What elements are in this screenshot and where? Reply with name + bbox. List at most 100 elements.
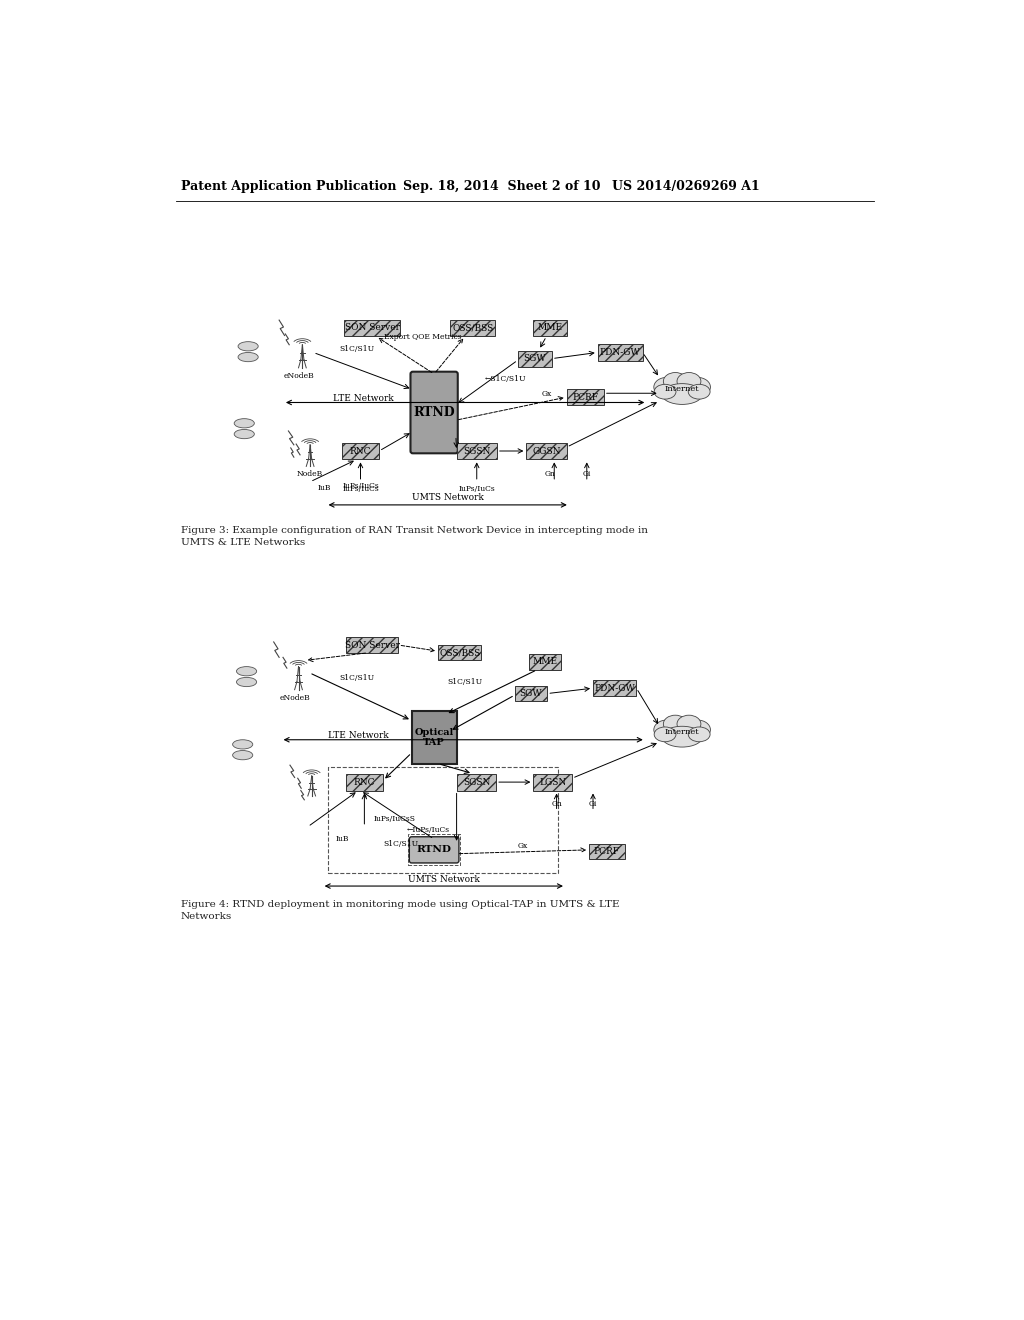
Ellipse shape [684, 378, 711, 397]
Ellipse shape [664, 715, 687, 733]
Ellipse shape [677, 372, 700, 391]
Ellipse shape [654, 384, 676, 399]
Text: SGW: SGW [520, 689, 543, 698]
Text: IuPs/IuCs: IuPs/IuCs [342, 482, 379, 490]
Text: Internet: Internet [665, 729, 699, 737]
Text: SGSN: SGSN [463, 446, 490, 455]
Text: GGSN: GGSN [532, 446, 561, 455]
FancyBboxPatch shape [534, 319, 567, 335]
Text: IuB: IuB [336, 836, 349, 843]
Text: Gn: Gn [551, 800, 562, 808]
Text: SON Server: SON Server [345, 323, 399, 333]
FancyBboxPatch shape [457, 444, 497, 459]
Text: S1C/S1U: S1C/S1U [384, 840, 419, 847]
Text: Internet: Internet [665, 385, 699, 393]
FancyBboxPatch shape [346, 774, 383, 791]
Ellipse shape [664, 376, 700, 403]
Text: LTE Network: LTE Network [328, 731, 389, 741]
Text: MME: MME [538, 323, 563, 333]
Text: Export QOE Metrics: Export QOE Metrics [384, 333, 462, 341]
Text: SGSN: SGSN [463, 777, 490, 787]
FancyBboxPatch shape [412, 711, 457, 763]
Text: NodeB: NodeB [297, 470, 324, 478]
Text: RTND: RTND [414, 407, 455, 418]
Ellipse shape [664, 372, 687, 391]
Ellipse shape [664, 719, 700, 744]
Text: MME: MME [532, 657, 557, 667]
Text: PCRF: PCRF [572, 392, 598, 401]
Text: PDN-GW: PDN-GW [600, 348, 640, 356]
Text: RNC: RNC [353, 777, 375, 787]
FancyBboxPatch shape [438, 645, 481, 660]
Text: RNC: RNC [350, 446, 372, 455]
Text: LTE Network: LTE Network [334, 395, 394, 403]
Text: SON Server: SON Server [345, 640, 399, 649]
Text: UMTS Network: UMTS Network [412, 494, 484, 503]
Text: Optical
TAP: Optical TAP [415, 727, 454, 747]
Bar [328, 767, 558, 873]
Text: Gn: Gn [545, 470, 556, 478]
Ellipse shape [232, 751, 253, 760]
FancyBboxPatch shape [342, 444, 379, 459]
FancyBboxPatch shape [566, 389, 604, 405]
Text: RTND: RTND [417, 845, 452, 854]
Text: Gi: Gi [583, 470, 591, 478]
FancyBboxPatch shape [515, 686, 547, 701]
Ellipse shape [232, 739, 253, 748]
Text: S1C/S1U: S1C/S1U [447, 678, 482, 686]
Text: Gx: Gx [518, 842, 528, 850]
Text: UMTS Network: UMTS Network [409, 875, 480, 883]
Ellipse shape [234, 429, 254, 438]
Text: IuPs/IuCs: IuPs/IuCs [342, 486, 379, 494]
Ellipse shape [234, 418, 254, 428]
Text: IuPs/IuCsS: IuPs/IuCsS [374, 814, 416, 824]
Text: PCRF: PCRF [594, 847, 620, 855]
Text: US 2014/0269269 A1: US 2014/0269269 A1 [612, 181, 760, 194]
FancyBboxPatch shape [526, 444, 566, 459]
Ellipse shape [653, 719, 680, 739]
Text: Gi: Gi [589, 800, 597, 808]
FancyBboxPatch shape [593, 681, 636, 696]
Text: PDN-GW: PDN-GW [594, 684, 635, 693]
Text: Figure 3: Example configuration of RAN Transit Network Device in intercepting mo: Figure 3: Example configuration of RAN T… [180, 527, 648, 548]
Text: IuB: IuB [317, 484, 331, 492]
Text: SGW: SGW [523, 354, 546, 363]
Text: S1C/S1U: S1C/S1U [339, 346, 374, 354]
FancyBboxPatch shape [518, 351, 552, 367]
Ellipse shape [237, 677, 257, 686]
FancyBboxPatch shape [344, 319, 400, 335]
Text: Sep. 18, 2014  Sheet 2 of 10: Sep. 18, 2014 Sheet 2 of 10 [403, 181, 601, 194]
Text: Patent Application Publication: Patent Application Publication [180, 181, 396, 194]
Text: OSS/BSS: OSS/BSS [439, 648, 480, 657]
Ellipse shape [238, 342, 258, 351]
FancyBboxPatch shape [528, 655, 561, 669]
Text: eNodeB: eNodeB [283, 372, 314, 380]
Ellipse shape [677, 715, 700, 733]
Ellipse shape [688, 727, 710, 742]
FancyBboxPatch shape [598, 345, 643, 360]
Ellipse shape [684, 719, 711, 739]
Text: OSS/BSS: OSS/BSS [453, 323, 494, 333]
FancyBboxPatch shape [411, 372, 458, 453]
Text: S1C/S1U: S1C/S1U [339, 675, 374, 682]
Text: Gx: Gx [542, 389, 552, 399]
Text: ←IuPs/IuCs: ←IuPs/IuCs [408, 826, 451, 834]
FancyBboxPatch shape [458, 774, 496, 791]
Text: eNodeB: eNodeB [280, 693, 310, 701]
Ellipse shape [653, 378, 680, 397]
Text: ←S1C/S1U: ←S1C/S1U [484, 375, 526, 383]
Ellipse shape [237, 667, 257, 676]
Ellipse shape [238, 352, 258, 362]
Text: LGSN: LGSN [539, 777, 566, 787]
FancyBboxPatch shape [534, 774, 572, 791]
Text: IuPs/IuCs: IuPs/IuCs [459, 486, 496, 494]
Text: Figure 4: RTND deployment in monitoring mode using Optical-TAP in UMTS & LTE
Net: Figure 4: RTND deployment in monitoring … [180, 900, 620, 921]
Ellipse shape [662, 726, 702, 747]
FancyBboxPatch shape [589, 843, 625, 859]
FancyBboxPatch shape [451, 319, 496, 335]
Bar [408, 834, 461, 866]
FancyBboxPatch shape [410, 837, 459, 863]
Ellipse shape [654, 727, 676, 742]
FancyBboxPatch shape [346, 638, 398, 653]
Ellipse shape [662, 384, 702, 404]
